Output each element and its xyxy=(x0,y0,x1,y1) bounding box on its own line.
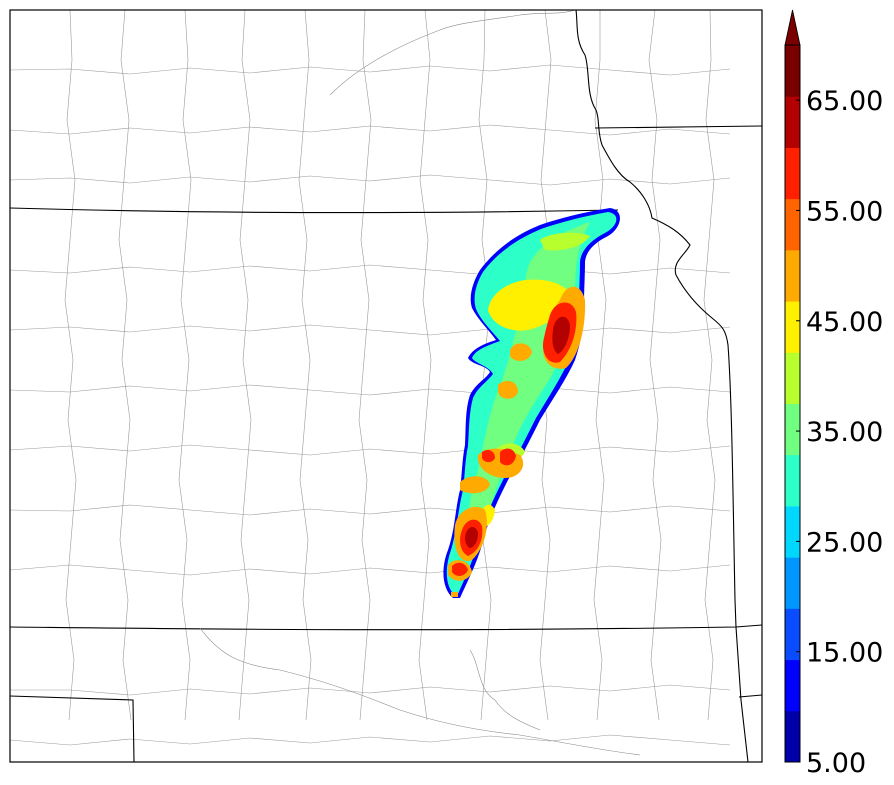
colorbar-segment xyxy=(785,403,800,456)
map-border xyxy=(9,9,763,763)
county-line xyxy=(10,734,731,746)
colorbar-label: 65.00 xyxy=(806,86,883,117)
county-line xyxy=(238,10,252,721)
colorbar-segment xyxy=(785,710,800,763)
colorbar-segment xyxy=(785,352,800,404)
county-line xyxy=(298,10,312,721)
county-line xyxy=(10,504,731,516)
county-boundaries xyxy=(10,10,731,746)
colorbar-label: 55.00 xyxy=(806,196,883,227)
county-line xyxy=(593,10,607,721)
colorbar-segment xyxy=(785,454,800,507)
reflectivity-field xyxy=(443,208,620,598)
county-line xyxy=(64,10,77,721)
county-line xyxy=(10,64,731,76)
colorbar-label: 5.00 xyxy=(806,748,866,779)
colorbar-segment xyxy=(785,301,800,353)
colorbar-segment xyxy=(785,659,800,712)
colorbar-extend-max xyxy=(784,9,801,46)
county-line xyxy=(10,324,731,336)
colorbar-segment xyxy=(785,96,800,148)
county-line xyxy=(10,174,731,186)
county-line xyxy=(10,684,731,696)
county-line xyxy=(418,10,432,721)
colorbar-border xyxy=(784,44,801,763)
map-frame xyxy=(10,10,762,762)
colorbar-label: 15.00 xyxy=(806,638,883,669)
county-line xyxy=(118,10,132,721)
colorbar-label: 25.00 xyxy=(806,527,883,558)
county-line xyxy=(10,564,731,576)
county-line xyxy=(703,10,716,721)
colorbar-segment xyxy=(785,45,800,97)
county-line xyxy=(10,124,731,136)
colorbar-label: 45.00 xyxy=(806,307,883,338)
colorbar-label: 35.00 xyxy=(806,417,883,448)
state-boundaries xyxy=(10,10,762,762)
colorbar: 5.00 15.00 25.00 35.00 45.00 55.00 65.00 xyxy=(784,9,883,779)
colorbar-segment xyxy=(785,557,800,609)
colorbar-segment xyxy=(785,608,800,661)
colorbar-segment xyxy=(785,147,800,200)
county-line xyxy=(10,384,731,396)
colorbar-segment xyxy=(785,249,800,302)
county-line xyxy=(10,444,731,456)
county-line xyxy=(358,10,372,721)
rivers xyxy=(199,10,641,756)
colorbar-segment xyxy=(785,198,800,251)
colorbar-segment xyxy=(785,505,800,558)
county-line xyxy=(648,10,662,721)
county-line xyxy=(178,10,192,721)
county-line xyxy=(10,264,731,276)
